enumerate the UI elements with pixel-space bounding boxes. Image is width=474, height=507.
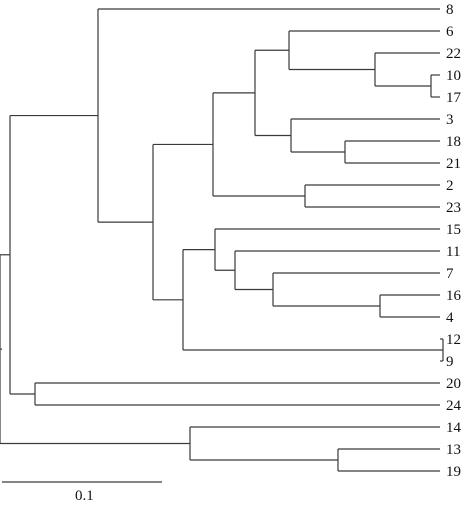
leaf-label: 4 bbox=[446, 310, 454, 326]
leaf-label: 23 bbox=[446, 200, 461, 216]
leaf-label: 13 bbox=[446, 442, 461, 458]
leaf-label: 20 bbox=[446, 376, 461, 392]
leaf-label: 9 bbox=[446, 354, 454, 370]
leaf-label: 15 bbox=[446, 222, 461, 238]
scale-bar-label: 0.1 bbox=[75, 488, 94, 504]
leaf-label: 17 bbox=[446, 90, 462, 106]
leaf-label: 2 bbox=[446, 178, 454, 194]
leaf-label: 12 bbox=[446, 332, 461, 348]
leaf-label: 18 bbox=[446, 134, 461, 150]
leaf-label: 8 bbox=[446, 2, 454, 18]
leaf-label: 10 bbox=[446, 68, 461, 84]
leaf-label: 3 bbox=[446, 112, 454, 128]
leaf-label: 7 bbox=[446, 266, 454, 282]
leaf-label: 14 bbox=[446, 420, 462, 436]
tree-branches bbox=[0, 8, 444, 472]
leaf-label: 24 bbox=[446, 398, 462, 414]
leaf-label: 21 bbox=[446, 156, 461, 172]
leaf-label: 16 bbox=[446, 288, 462, 304]
scale-bar: 0.1 bbox=[2, 481, 162, 504]
leaf-labels: 8 6 22 10 17 3 18 21 2 23 15 11 7 16 4 12 9 20 24 14 13 19 bbox=[446, 2, 462, 480]
leaf-label: 22 bbox=[446, 46, 461, 62]
leaf-label: 11 bbox=[446, 244, 460, 260]
leaf-label: 6 bbox=[446, 24, 454, 40]
leaf-label: 19 bbox=[446, 464, 461, 480]
